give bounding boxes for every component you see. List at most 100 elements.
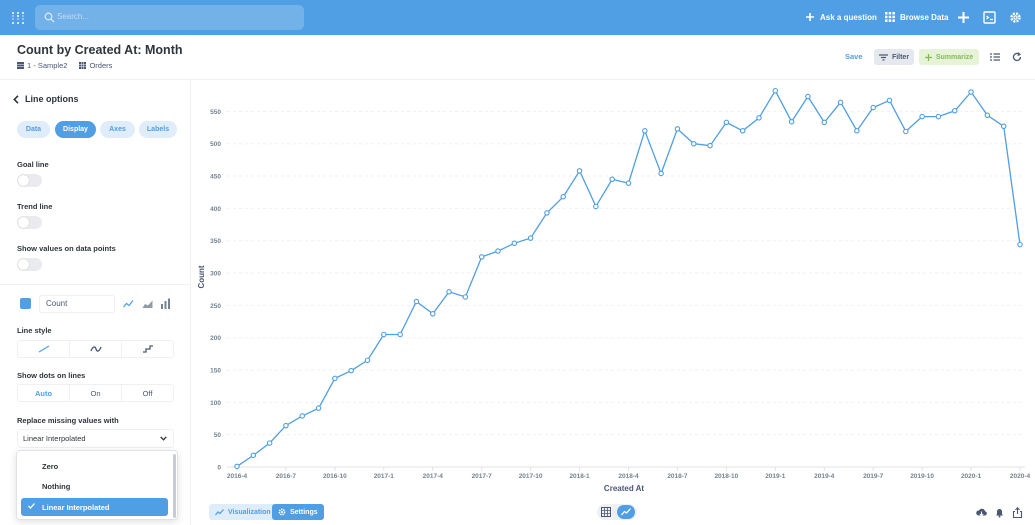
bell-icon[interactable] <box>994 507 1005 518</box>
data-point[interactable] <box>430 311 436 317</box>
settings-button[interactable]: Settings <box>272 504 324 520</box>
dropdown-option-linear-interpolated[interactable]: Linear Interpolated <box>21 498 168 516</box>
data-point[interactable] <box>968 89 974 95</box>
data-point[interactable] <box>446 289 452 295</box>
dots-option-off[interactable]: Off <box>142 388 153 398</box>
refresh-icon[interactable] <box>1012 52 1022 62</box>
data-point[interactable] <box>903 128 909 135</box>
data-point[interactable] <box>1000 123 1007 130</box>
replace-missing-select[interactable]: Linear Interpolated <box>17 429 174 448</box>
data-point[interactable] <box>560 193 566 200</box>
tab-axes[interactable]: Axes <box>100 121 135 138</box>
ask-question-button[interactable]: Ask a question <box>805 12 877 22</box>
data-point[interactable] <box>593 203 599 210</box>
share-icon[interactable] <box>1012 507 1023 518</box>
dropdown-option-nothing[interactable]: Nothing <box>21 477 168 495</box>
tab-data[interactable]: Data <box>17 121 50 138</box>
visualization-button[interactable]: Visualization <box>209 504 277 520</box>
line-chart-icon[interactable] <box>123 298 134 309</box>
filter-button[interactable]: Filter <box>874 49 914 65</box>
data-point[interactable] <box>870 104 876 111</box>
data-point[interactable] <box>984 112 991 119</box>
data-point[interactable] <box>266 440 273 446</box>
summarize-button[interactable]: Summarize <box>919 49 979 65</box>
data-point[interactable] <box>642 128 648 134</box>
data-point[interactable] <box>854 128 860 134</box>
data-point[interactable] <box>299 413 306 419</box>
notebook-icon[interactable] <box>990 52 1000 62</box>
data-point[interactable] <box>674 126 681 132</box>
data-point[interactable] <box>527 235 534 241</box>
display-toggle[interactable] <box>597 504 637 520</box>
data-point[interactable] <box>511 240 518 247</box>
data-point[interactable] <box>788 118 795 125</box>
header-divider <box>0 79 1035 80</box>
line-style-curved[interactable] <box>70 341 122 357</box>
tab-display[interactable]: Display <box>55 121 96 138</box>
line-style-straight[interactable] <box>18 341 70 357</box>
show-values-toggle[interactable] <box>17 258 42 271</box>
data-point[interactable] <box>364 357 371 364</box>
dots-option-on[interactable]: On <box>70 385 122 401</box>
data-point[interactable] <box>609 176 615 183</box>
data-point[interactable] <box>315 405 322 411</box>
back-button[interactable]: Line options <box>13 94 79 104</box>
bar-chart-icon[interactable] <box>160 298 171 309</box>
data-point[interactable] <box>381 331 387 338</box>
step-line-icon <box>142 345 153 353</box>
series-color-swatch[interactable] <box>20 298 31 309</box>
data-point[interactable] <box>625 180 632 186</box>
data-point[interactable] <box>951 107 958 114</box>
data-point[interactable] <box>821 119 827 126</box>
data-point[interactable] <box>723 119 730 126</box>
chart-view-button[interactable] <box>617 505 635 519</box>
data-point[interactable] <box>495 248 501 254</box>
data-point[interactable] <box>478 254 485 260</box>
data-point[interactable] <box>397 331 403 338</box>
dots-option-auto[interactable]: Auto <box>18 385 70 401</box>
tab-labels[interactable]: Labels <box>139 121 177 138</box>
data-point[interactable] <box>544 210 550 216</box>
download-icon[interactable] <box>976 507 987 518</box>
data-point[interactable] <box>413 298 420 305</box>
trend-line-toggle[interactable] <box>17 216 42 229</box>
browse-data-button[interactable]: Browse Data <box>885 12 948 22</box>
data-point[interactable] <box>332 375 338 382</box>
dropdown-option-zero[interactable]: Zero <box>21 457 168 475</box>
data-point[interactable] <box>658 170 664 177</box>
gear-icon[interactable] <box>1009 11 1022 24</box>
table-icon[interactable] <box>601 507 611 517</box>
data-point[interactable] <box>283 422 289 429</box>
dropdown-scrollbar[interactable] <box>173 454 176 518</box>
data-point[interactable] <box>756 115 762 121</box>
y-tick-label: 100 <box>210 400 221 407</box>
question-title[interactable]: Count by Created At: Month <box>17 43 183 57</box>
data-point[interactable] <box>919 113 925 120</box>
data-point[interactable] <box>837 99 844 106</box>
data-point[interactable] <box>348 367 354 374</box>
data-point[interactable] <box>462 294 469 300</box>
breadcrumb-database[interactable]: 1 - Sample2 <box>27 61 68 70</box>
new-plus-icon[interactable] <box>957 11 970 24</box>
data-point[interactable] <box>772 87 779 94</box>
line-style-step[interactable] <box>122 341 173 357</box>
filter-label: Filter <box>891 53 910 61</box>
area-chart-icon[interactable] <box>142 298 153 309</box>
data-point[interactable] <box>935 113 942 120</box>
data-point[interactable] <box>805 93 811 100</box>
search-bar[interactable]: Search... <box>35 5 304 30</box>
goal-line-toggle[interactable] <box>17 174 42 187</box>
metabase-logo[interactable] <box>11 11 25 25</box>
data-point[interactable] <box>739 128 746 134</box>
data-point[interactable] <box>886 97 893 104</box>
breadcrumb-table[interactable]: Orders <box>89 61 113 70</box>
data-point[interactable] <box>234 463 240 470</box>
sql-editor-icon[interactable] <box>983 11 996 24</box>
data-point[interactable] <box>707 142 713 149</box>
series-name-input[interactable]: Count <box>39 295 115 313</box>
save-button[interactable]: Save <box>845 52 863 61</box>
data-point[interactable] <box>250 452 257 459</box>
data-point[interactable] <box>1017 241 1023 248</box>
data-point[interactable] <box>576 168 583 174</box>
data-point[interactable] <box>690 140 697 147</box>
